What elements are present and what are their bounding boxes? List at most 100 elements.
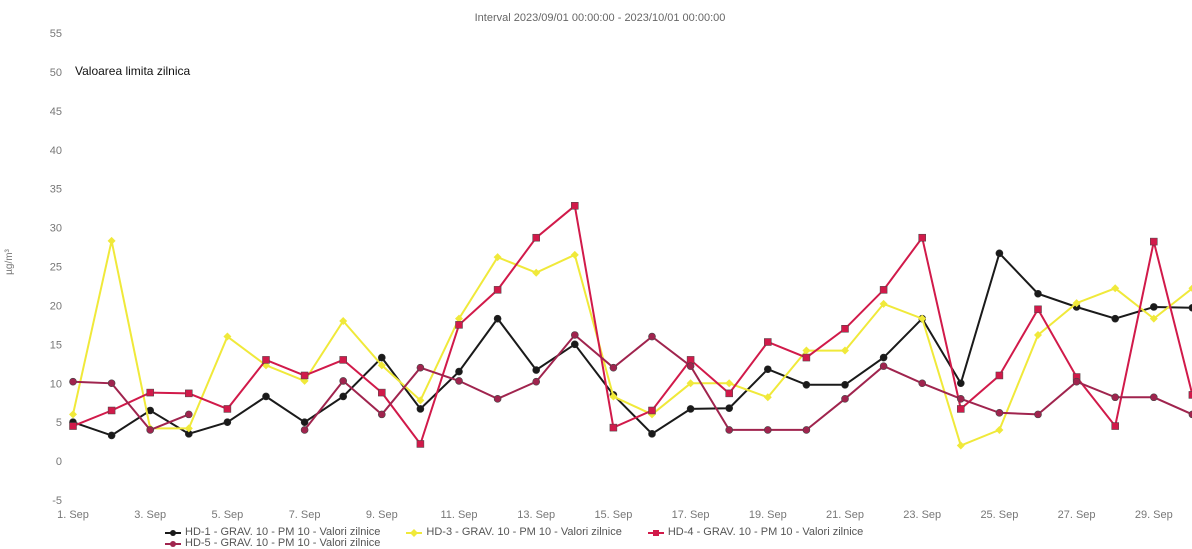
data-point[interactable] [339,392,348,401]
data-point[interactable] [377,353,386,362]
data-point[interactable] [763,365,772,374]
data-point[interactable] [802,381,811,389]
data-point[interactable] [493,253,502,262]
data-point[interactable] [455,321,463,329]
data-point[interactable] [185,389,193,398]
data-point[interactable] [802,426,811,434]
data-point[interactable] [995,425,1004,434]
data-point[interactable] [107,406,116,415]
data-point[interactable] [532,377,541,386]
data-point[interactable] [146,388,154,397]
data-point[interactable] [648,332,656,341]
data-point[interactable] [1034,330,1042,339]
data-point[interactable] [1034,410,1042,419]
data-point[interactable] [725,389,733,398]
data-point[interactable] [1072,377,1081,386]
data-point[interactable] [493,395,502,403]
data-point[interactable] [648,430,656,438]
data-point[interactable] [1188,410,1192,419]
data-point[interactable] [300,426,309,434]
data-point[interactable] [107,236,116,245]
data-point[interactable] [223,332,232,341]
data-point[interactable] [493,314,502,323]
data-point[interactable] [69,410,77,419]
legend-item[interactable]: HD-1 - GRAV. 10 - PM 10 - Valori zilnice [165,527,380,538]
data-point[interactable] [223,418,232,426]
data-point[interactable] [1149,314,1158,323]
data-point[interactable] [995,249,1004,258]
data-point[interactable] [416,396,425,405]
data-point[interactable] [1111,284,1120,293]
data-point[interactable] [262,392,270,401]
data-point[interactable] [69,377,77,386]
data-point[interactable] [300,418,309,426]
data-point[interactable] [416,405,425,413]
data-point[interactable] [455,367,463,376]
data-point[interactable] [763,426,772,434]
data-point[interactable] [300,371,309,380]
data-point[interactable] [1150,393,1158,402]
data-point[interactable] [1111,393,1119,402]
data-point[interactable] [339,377,348,385]
data-point[interactable] [455,377,463,385]
data-point[interactable] [841,346,849,355]
data-point[interactable] [262,356,270,364]
data-point[interactable] [69,422,77,430]
data-point[interactable] [841,395,849,403]
data-point[interactable] [570,331,579,339]
data-point[interactable] [146,426,154,434]
data-point[interactable] [377,361,386,370]
data-point[interactable] [879,286,888,294]
data-point[interactable] [995,409,1004,417]
data-point[interactable] [956,395,965,403]
data-point[interactable] [1072,299,1081,308]
data-point[interactable] [416,363,425,372]
data-point[interactable] [763,393,772,402]
data-point[interactable] [493,286,502,294]
data-point[interactable] [957,405,965,413]
legend-item[interactable]: HD-3 - GRAV. 10 - PM 10 - Valori zilnice [406,527,622,538]
data-point[interactable] [532,366,541,374]
data-point[interactable] [1150,303,1158,311]
data-point[interactable] [1111,422,1119,430]
data-point[interactable] [532,268,541,277]
data-point[interactable] [1188,391,1192,399]
data-point[interactable] [185,410,193,419]
data-point[interactable] [184,424,193,433]
data-point[interactable] [1188,284,1192,292]
data-point[interactable] [648,406,656,415]
data-point[interactable] [725,426,734,434]
data-point[interactable] [918,314,927,323]
data-point[interactable] [956,379,965,388]
data-point[interactable] [609,363,618,372]
data-point[interactable] [995,371,1004,380]
data-point[interactable] [1188,303,1192,312]
data-point[interactable] [879,299,888,308]
data-point[interactable] [609,392,618,401]
data-point[interactable] [532,233,540,242]
data-point[interactable] [802,353,811,362]
data-point[interactable] [879,362,888,370]
data-point[interactable] [377,410,386,419]
data-point[interactable] [841,381,849,389]
data-point[interactable] [918,379,927,388]
legend-item[interactable]: HD-4 - GRAV. 10 - PM 10 - Valori zilnice [647,527,863,538]
data-point[interactable] [223,405,232,413]
data-point[interactable] [1034,289,1042,298]
data-point[interactable] [107,379,116,388]
data-point[interactable] [339,316,348,325]
data-point[interactable] [1034,305,1042,314]
data-point[interactable] [107,431,116,440]
data-point[interactable] [1111,314,1119,323]
data-point[interactable] [686,405,695,413]
data-point[interactable] [1150,237,1158,246]
data-point[interactable] [802,346,811,355]
data-point[interactable] [841,325,849,333]
data-point[interactable] [378,388,386,397]
data-point[interactable] [956,441,965,450]
data-point[interactable] [570,250,579,259]
data-point[interactable] [455,314,463,323]
data-point[interactable] [879,353,888,362]
data-point[interactable] [686,379,695,388]
data-point[interactable] [570,340,579,349]
